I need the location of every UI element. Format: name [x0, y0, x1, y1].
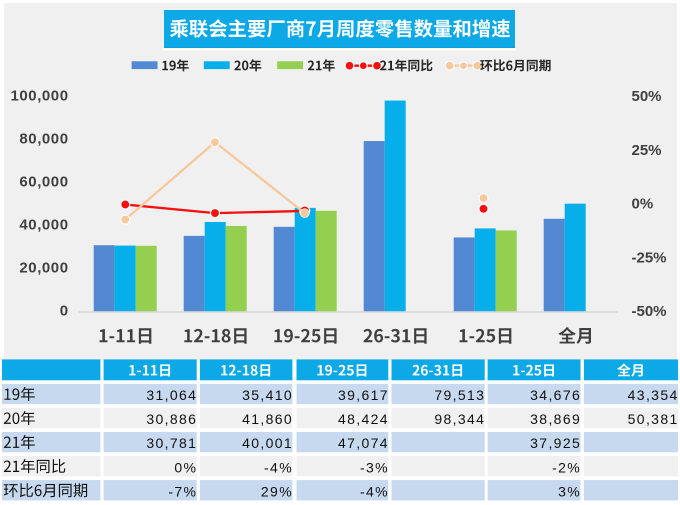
svg-text:-4%: -4% — [264, 459, 293, 475]
svg-text:-2%: -2% — [552, 459, 581, 475]
svg-text:47,074: 47,074 — [338, 435, 389, 451]
svg-text:29%: 29% — [261, 483, 293, 499]
svg-text:-3%: -3% — [360, 459, 389, 475]
svg-text:38,869: 38,869 — [530, 411, 581, 427]
svg-text:80,000: 80,000 — [19, 130, 68, 147]
svg-text:25%: 25% — [632, 142, 662, 159]
svg-text:48,424: 48,424 — [338, 411, 389, 427]
svg-text:20,000: 20,000 — [19, 259, 68, 276]
svg-text:30,886: 30,886 — [146, 411, 197, 427]
svg-text:50,381: 50,381 — [628, 411, 679, 427]
svg-text:37,925: 37,925 — [530, 435, 581, 451]
svg-text:0: 0 — [60, 302, 69, 319]
svg-text:98,344: 98,344 — [434, 411, 485, 427]
svg-text:-25%: -25% — [632, 249, 667, 266]
svg-text:-7%: -7% — [168, 483, 197, 499]
svg-text:-4%: -4% — [360, 483, 389, 499]
svg-text:35,410: 35,410 — [242, 387, 293, 403]
svg-text:50%: 50% — [632, 88, 662, 105]
svg-text:39,617: 39,617 — [338, 387, 389, 403]
svg-text:40,001: 40,001 — [242, 435, 293, 451]
svg-text:30,781: 30,781 — [146, 435, 197, 451]
svg-text:3%: 3% — [558, 483, 581, 499]
svg-text:34,676: 34,676 — [530, 387, 581, 403]
svg-text:0%: 0% — [632, 196, 654, 213]
svg-text:-50%: -50% — [632, 303, 667, 320]
svg-text:40,000: 40,000 — [19, 216, 68, 233]
svg-text:60,000: 60,000 — [19, 173, 68, 190]
svg-text:100,000: 100,000 — [11, 87, 69, 104]
svg-text:0%: 0% — [174, 459, 197, 475]
svg-text:31,064: 31,064 — [146, 387, 197, 403]
svg-text:41,860: 41,860 — [242, 411, 293, 427]
svg-text:43,354: 43,354 — [628, 387, 679, 403]
svg-text:79,513: 79,513 — [434, 387, 485, 403]
